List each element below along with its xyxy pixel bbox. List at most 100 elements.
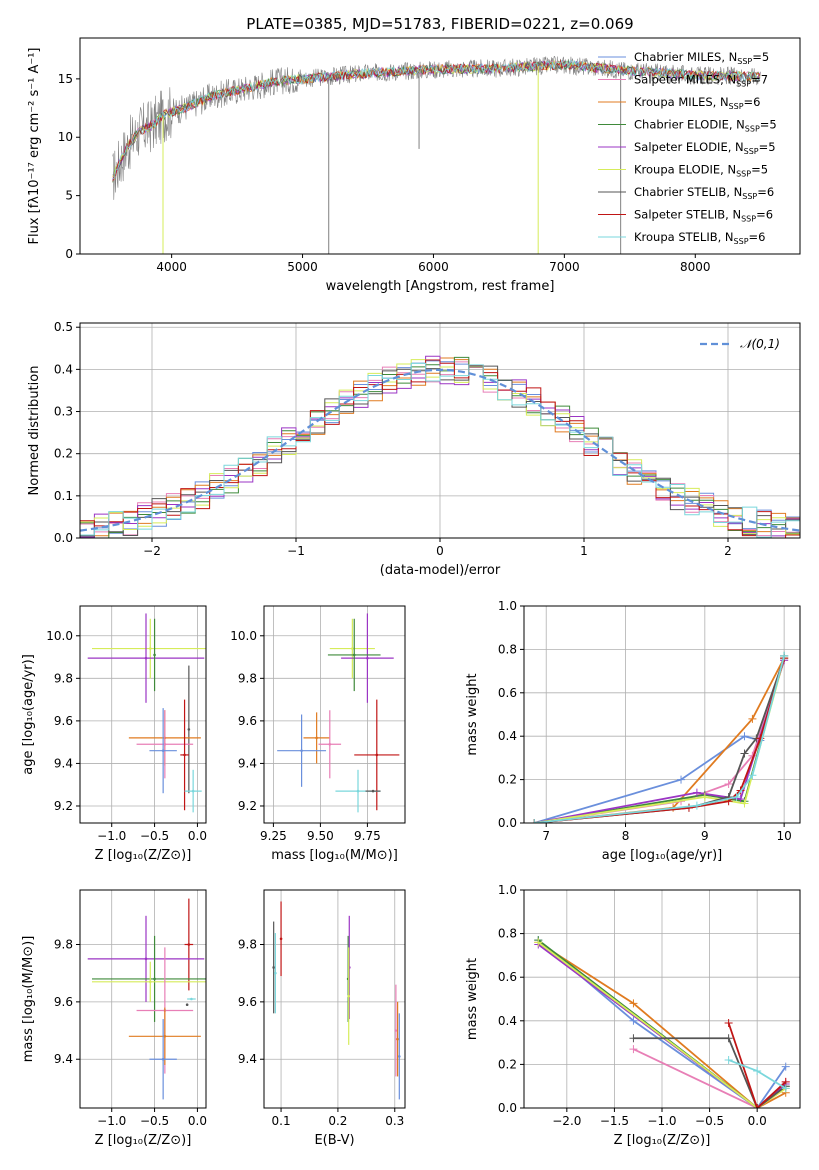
data-point: [272, 966, 275, 969]
plus-marker: [724, 1034, 733, 1043]
plus-marker: [724, 779, 733, 788]
data-point: [163, 742, 167, 746]
y-tick-label: 0.5: [54, 320, 73, 334]
x-tick-label: −1.0: [97, 1114, 126, 1128]
y-tick-label: 0.0: [498, 1101, 517, 1115]
x-axis-label: E(B-V): [314, 1133, 354, 1148]
panel-mass_vs_ebv: 0.1 0.2 0.3 9.4 9.6 9.8 E(B-V): [238, 889, 406, 1148]
plot-area: [264, 890, 405, 1108]
panel-age_vs_Z: −1.0 −0.5 0.0 9.2 9.4 9.6 9.8 10.0 Z [log₁₀(Z/Z⊙…: [21, 605, 207, 863]
y-tick-label: 0.6: [498, 970, 517, 984]
data-point: [187, 728, 191, 731]
x-tick-label: 2: [724, 544, 732, 558]
y-tick-label: 10.0: [230, 629, 257, 643]
y-tick-label: 0.8: [498, 927, 517, 941]
y-tick-label: 5: [65, 189, 73, 203]
x-tick-label: 6000: [418, 260, 449, 274]
legend-label: 𝒩(0,1): [740, 337, 780, 351]
panel-mw_vs_age: 7 8 9 10 0.0 0.2 0.4 0.6 0.8 1.0 age [log₁₀(age/yr…: [465, 599, 801, 863]
plot-area: [264, 606, 405, 823]
data-point: [187, 943, 191, 946]
figure-title: PLATE=0385, MJD=51783, FIBERID=0221, z=0…: [246, 15, 633, 33]
data-point: [161, 1057, 165, 1061]
data-point: [356, 789, 360, 793]
axes-frame: [263, 605, 406, 824]
series-line: [537, 943, 787, 1108]
y-tick-label: 9.6: [54, 714, 73, 728]
y-tick-label: 10: [58, 130, 73, 144]
x-axis-label: mass [log₁₀(M/M⊙)]: [271, 848, 398, 863]
plot-area: [80, 606, 206, 823]
y-tick-label: 9.4: [238, 1052, 257, 1066]
series-line: [534, 657, 786, 823]
x-tick-label: 9: [701, 829, 709, 843]
axes-frame: [79, 37, 801, 255]
plus-marker: [748, 714, 757, 723]
axes-frame: [79, 322, 801, 539]
data-point: [279, 937, 283, 941]
y-tick-label: 0.4: [498, 1014, 517, 1028]
plot-area: [524, 890, 800, 1108]
data-point: [371, 789, 375, 793]
plus-marker: [700, 792, 709, 801]
plus-marker: [781, 1062, 790, 1071]
legend: Chabrier MILES, NSSP=5 Salpeter MILES, NS…: [598, 50, 777, 246]
legend-label: Chabrier STELIB, NSSP=6: [634, 185, 774, 201]
x-tick-label: 0.2: [328, 1114, 347, 1128]
x-tick-label: 4000: [156, 260, 187, 274]
x-tick-label: 5000: [287, 260, 318, 274]
x-axis-label: Z [log₁₀(Z/Z⊙)]: [614, 1133, 711, 1148]
plus-marker: [753, 1104, 762, 1108]
x-tick-label: −1.0: [97, 829, 126, 843]
y-tick-label: 0.4: [54, 362, 73, 376]
y-axis-label: Normed distribution: [27, 366, 42, 496]
data-point: [375, 753, 379, 757]
plus-marker: [748, 771, 757, 780]
x-tick-label: 10: [776, 829, 791, 843]
y-tick-label: 1.0: [498, 883, 517, 897]
axes-frame: [79, 605, 207, 824]
x-tick-label: 0: [436, 544, 444, 558]
x-axis-label: Z [log₁₀(Z/Z⊙)]: [95, 1133, 192, 1148]
legend-label: Chabrier ELODIE, NSSP=5: [634, 118, 777, 134]
data-point: [148, 647, 152, 650]
y-tick-label: 0.2: [498, 773, 517, 787]
y-tick-label: 9.6: [54, 995, 73, 1009]
histogram-series: [80, 359, 800, 538]
plus-marker: [629, 999, 638, 1008]
plus-marker: [740, 799, 749, 808]
x-axis-label: wavelength [Angstrom, rest frame]: [326, 279, 555, 294]
y-axis-label: mass weight: [465, 958, 480, 1040]
legend-label: Kroupa ELODIE, NSSP=5: [634, 163, 768, 179]
x-axis-label: age [log₁₀(age/yr)]: [602, 848, 723, 863]
data-point: [161, 749, 165, 752]
data-point: [153, 653, 156, 657]
data-point: [190, 997, 193, 1001]
legend-label: Salpeter STELIB, NSSP=6: [634, 208, 773, 224]
y-tick-label: 9.8: [54, 671, 73, 685]
plus-marker: [629, 1045, 638, 1054]
y-tick-label: 9.4: [238, 756, 257, 770]
x-tick-label: −0.5: [140, 1114, 169, 1128]
series-line: [534, 657, 786, 823]
x-tick-label: −2.0: [552, 1114, 581, 1128]
y-tick-label: 0.0: [498, 816, 517, 830]
axes-frame: [263, 889, 406, 1109]
data-point: [191, 789, 195, 793]
data-point: [328, 742, 332, 746]
data-point: [347, 994, 351, 998]
x-tick-label: −1.5: [600, 1114, 629, 1128]
panel-residuals: −2 −1 0 1 2 0.0 0.1 0.2 0.3 0.4 0.5 (data-model)/er…: [27, 320, 801, 578]
x-tick-label: 1: [580, 544, 588, 558]
y-axis-label: age [log₁₀(age/yr)]: [21, 654, 36, 775]
x-tick-label: 0.0: [188, 1114, 207, 1128]
data-point: [315, 736, 318, 740]
y-tick-label: 0.8: [498, 642, 517, 656]
panel-age_vs_mass: 9.25 9.50 9.75 9.2 9.4 9.6 9.8 10.0 mass [log₁₀(…: [230, 605, 406, 863]
y-tick-label: 10.0: [46, 629, 73, 643]
plus-marker: [740, 749, 749, 758]
plus-marker: [724, 1056, 733, 1065]
series-line: [727, 1022, 787, 1108]
x-tick-label: −2: [143, 544, 161, 558]
x-tick-label: 0.0: [748, 1114, 767, 1128]
